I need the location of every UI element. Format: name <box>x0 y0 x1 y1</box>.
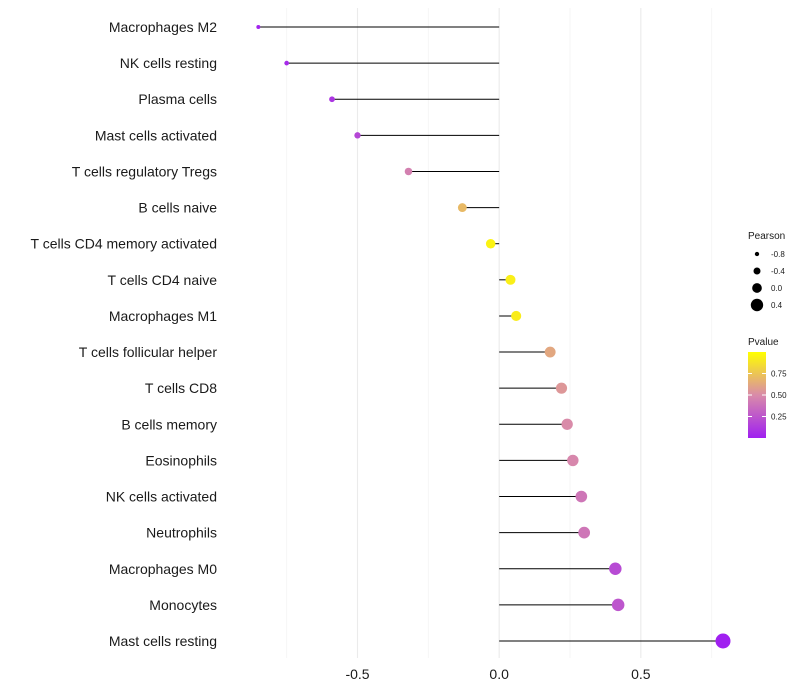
lollipop-stems <box>258 26 723 642</box>
y-axis-label: Mast cells resting <box>109 633 217 649</box>
color-legend-label: 0.75 <box>771 370 787 379</box>
lollipop-dot <box>354 132 361 139</box>
y-axis-label: B cells naive <box>138 200 217 216</box>
lollipop-dot <box>609 562 622 575</box>
lollipop-dot <box>485 238 496 249</box>
y-axis-label: Neutrophils <box>146 525 217 541</box>
y-axis-label: Macrophages M0 <box>109 561 217 577</box>
lollipop-dot <box>457 203 467 212</box>
y-axis-label: NK cells activated <box>106 489 217 505</box>
y-axis-label: Mast cells activated <box>95 127 217 143</box>
y-axis-label: T cells CD4 naive <box>108 272 218 288</box>
lollipop-dot <box>284 60 290 66</box>
lollipop-dot <box>561 418 573 430</box>
lollipop-dot <box>567 454 579 467</box>
size-legend-label: -0.4 <box>771 267 785 276</box>
y-axis-label: NK cells resting <box>120 55 217 71</box>
x-tick-label: 0.0 <box>489 666 509 682</box>
color-legend-title: Pvalue <box>748 337 779 348</box>
x-axis-ticks: -0.5 0.0 0.5 <box>345 666 650 682</box>
y-axis-label: B cells memory <box>121 416 217 432</box>
lollipop-dot <box>555 382 568 394</box>
y-axis-label: Macrophages M2 <box>109 19 217 35</box>
lollipop-dot <box>575 490 588 503</box>
y-axis-label: Eosinophils <box>145 452 217 468</box>
size-legend-key <box>753 267 761 275</box>
lollipop-dot <box>544 346 556 358</box>
lollipop-dot <box>404 167 413 176</box>
lollipop-dot <box>715 633 731 649</box>
size-legend-title: Pearson <box>748 231 785 242</box>
size-legend-label: 0.0 <box>771 284 783 293</box>
color-legend-bar <box>748 352 766 438</box>
color-legend-label: 0.25 <box>771 413 787 422</box>
lollipop-dots <box>256 25 731 649</box>
y-axis-label: T cells regulatory Tregs <box>72 163 217 179</box>
x-tick-label: -0.5 <box>345 666 369 682</box>
y-axis-label: T cells CD8 <box>145 380 217 396</box>
lollipop-dot <box>511 310 522 321</box>
grid-lines <box>286 8 713 658</box>
lollipop-dot <box>505 274 516 285</box>
lollipop-dot <box>578 526 591 539</box>
lollipop-dot <box>256 25 261 29</box>
y-axis-label: Plasma cells <box>138 91 217 107</box>
size-legend-label: -0.8 <box>771 250 785 259</box>
size-legend-key <box>752 283 762 293</box>
y-axis-label: Macrophages M1 <box>109 308 217 324</box>
size-legend-key <box>750 298 764 312</box>
x-tick-label: 0.5 <box>631 666 651 682</box>
y-axis-label: T cells follicular helper <box>79 344 218 360</box>
y-axis-label: Monocytes <box>149 597 217 613</box>
size-legend-key <box>754 251 760 257</box>
color-legend-label: 0.50 <box>771 391 787 400</box>
lollipop-dot <box>329 96 335 103</box>
y-axis-label: T cells CD4 memory activated <box>31 236 217 252</box>
size-legend: Pearson -0.8 -0.4 0.0 0.4 <box>748 231 785 312</box>
color-legend: Pvalue 0.75 0.50 0.25 <box>748 337 787 438</box>
y-axis-labels: Macrophages M2 NK cells resting Plasma cel… <box>31 19 218 649</box>
lollipop-dot <box>611 598 625 612</box>
size-legend-label: 0.4 <box>771 301 783 310</box>
